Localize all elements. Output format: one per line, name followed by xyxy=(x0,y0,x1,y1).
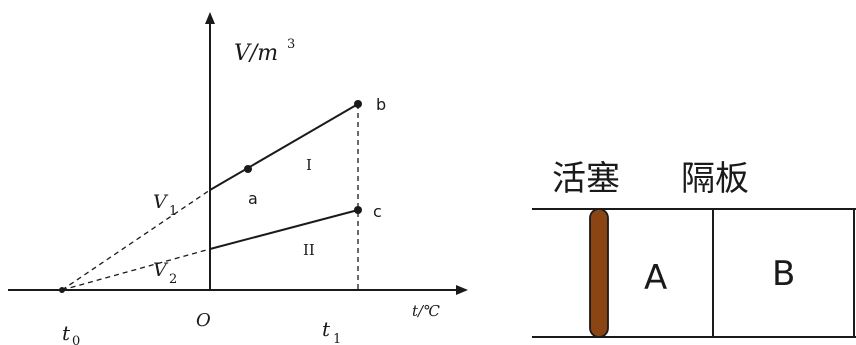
y-axis-label: V/m xyxy=(234,41,278,66)
point-b-label: b xyxy=(376,95,386,114)
piston-label: 活塞 xyxy=(552,159,620,199)
t0-label: t xyxy=(62,321,71,345)
origin-label: O xyxy=(196,310,211,331)
x-axis-label: t/℃ xyxy=(412,302,440,320)
chamber-b-label: B xyxy=(772,254,795,294)
line-2-extrapolation xyxy=(61,248,211,291)
point-a-dot xyxy=(244,165,252,173)
point-c-dot xyxy=(354,206,362,214)
region-1-label: I xyxy=(306,156,312,174)
region-2-label: II xyxy=(303,241,315,259)
cylinder-apparatus: 活塞 隔板 A B xyxy=(532,159,856,338)
chamber-a-label: A xyxy=(644,258,667,298)
divider-label: 隔板 xyxy=(681,159,749,199)
t0-subscript: 0 xyxy=(72,334,80,345)
point-c-label: c xyxy=(373,202,382,221)
line-1-extrapolation xyxy=(61,189,211,291)
x-axis-arrow xyxy=(456,285,468,295)
v1-label: V xyxy=(153,191,169,213)
vt-graph: V/m 3 t/℃ O t 0 t 1 V 1 V 2 a b c I II xyxy=(8,12,468,345)
v1-subscript: 1 xyxy=(169,204,177,219)
piston xyxy=(589,208,609,338)
t1-label: t xyxy=(322,317,331,341)
t0-dot xyxy=(59,287,65,293)
point-b-dot xyxy=(354,100,362,108)
v2-subscript: 2 xyxy=(169,272,177,287)
line-1 xyxy=(209,103,359,191)
line-2 xyxy=(209,209,359,250)
t1-subscript: 1 xyxy=(333,332,341,345)
point-a-label: a xyxy=(248,189,258,208)
y-axis-arrow xyxy=(205,12,215,24)
y-axis-label-exponent: 3 xyxy=(287,37,295,52)
v2-label: V xyxy=(153,259,169,281)
